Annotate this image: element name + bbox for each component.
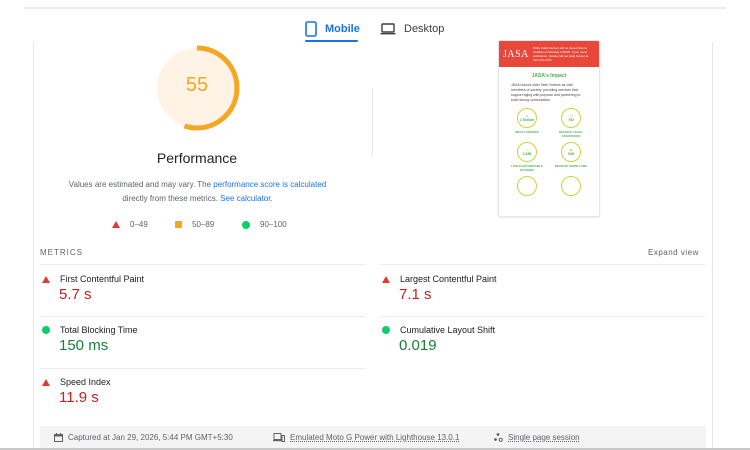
performance-score-link[interactable]: performance score is calculated xyxy=(213,180,327,189)
metric-value: 11.9 s xyxy=(59,389,99,406)
legend-item-fail: 0–49 xyxy=(112,220,148,229)
row-divider xyxy=(40,316,365,317)
metric-first-contentful-paint: First Contentful Paint 5.7 s xyxy=(40,274,360,303)
metric-name: First Contentful Paint xyxy=(60,274,145,284)
stat-label: RECEIVE LEGAL ASSISTANCE xyxy=(558,130,584,138)
stat-label: RECEIVE HOME CARE xyxy=(554,164,588,168)
row-divider xyxy=(40,264,365,265)
description-text-2: directly from these metrics. xyxy=(122,194,221,203)
person-icon: ♟ xyxy=(569,147,573,152)
metric-value: 0.019 xyxy=(399,337,437,354)
stat-label: MEALS SERVED xyxy=(515,130,539,134)
metric-value: 5.7 s xyxy=(59,286,92,303)
house-icon: ⌂ xyxy=(525,147,529,152)
session-type[interactable]: Single page session xyxy=(494,433,580,442)
stat-value: 1 Million xyxy=(520,118,534,122)
stat-item: ⚖ 792 RECEIVE LEGAL ASSISTANCE xyxy=(549,108,593,138)
tab-mobile[interactable]: Mobile xyxy=(305,14,360,44)
metric-name: Largest Contentful Paint xyxy=(400,274,497,284)
stat-label: LIVE IN AFFORDABLE HOUSING xyxy=(511,164,543,172)
meal-icon: ıı xyxy=(525,113,529,118)
legend-range: 50–89 xyxy=(192,220,215,229)
metric-name: Total Blocking Time xyxy=(60,325,138,335)
session-text: Single page session xyxy=(508,433,580,442)
green-circle-icon xyxy=(242,220,250,229)
site-logo: JASA xyxy=(503,48,529,60)
metric-cumulative-layout-shift: Cumulative Layout Shift 0.019 xyxy=(380,325,700,354)
fail-triangle-icon xyxy=(382,275,390,283)
metric-name: Speed Index xyxy=(60,377,111,387)
panel-border-right xyxy=(712,42,713,450)
site-title: JASA's Impact xyxy=(531,73,567,79)
stat-value: 792 xyxy=(568,118,574,122)
legend-item-pass: 90–100 xyxy=(242,220,287,229)
metric-speed-index: Speed Index 11.9 s xyxy=(40,377,360,406)
bottom-divider xyxy=(0,448,750,450)
score-category-title: Performance xyxy=(156,150,238,166)
stat-item xyxy=(549,176,593,196)
metric-name: Cumulative Layout Shift xyxy=(400,325,496,335)
device-text: Emulated Moto G Power with Lighthouse 13… xyxy=(290,433,460,442)
pass-circle-icon xyxy=(42,326,50,334)
captured-text: Captured at Jan 29, 2026, 5:44 PM GMT+5:… xyxy=(68,433,233,442)
calendar-icon xyxy=(54,433,63,442)
devices-icon xyxy=(273,433,285,442)
site-stats: ıı 1 Million MEALS SERVED ⚖ 792 RECEIVE LE… xyxy=(499,103,599,196)
section-divider xyxy=(372,88,373,156)
expand-view-button[interactable]: Expand view xyxy=(648,248,699,257)
score-description: Values are estimated and may vary. The p… xyxy=(50,178,345,206)
metrics-heading: METRICS xyxy=(40,248,83,257)
laptop-icon xyxy=(380,23,396,35)
site-notice: Older Adult Centers will be closed due t… xyxy=(532,46,589,62)
stat-value: 2,498 xyxy=(522,152,532,156)
session-nodes-icon xyxy=(494,433,503,442)
metric-total-blocking-time: Total Blocking Time 150 ms xyxy=(40,325,360,354)
legend-range: 90–100 xyxy=(260,220,287,229)
device-tabs: Mobile Desktop xyxy=(0,14,750,44)
metric-largest-contentful-paint: Largest Contentful Paint 7.1 s xyxy=(380,274,700,303)
captured-at: Captured at Jan 29, 2026, 5:44 PM GMT+5:… xyxy=(54,433,233,442)
fail-triangle-icon xyxy=(42,378,50,386)
pass-circle-icon xyxy=(382,326,390,334)
description-text-1: Values are estimated and may vary. The xyxy=(68,180,214,189)
emulated-device[interactable]: Emulated Moto G Power with Lighthouse 13… xyxy=(273,433,459,442)
red-triangle-icon xyxy=(112,221,120,228)
row-divider xyxy=(40,368,365,369)
site-body: JASA honors older New Yorkers as vital m… xyxy=(511,83,581,102)
run-info-footer: Captured at Jan 29, 2026, 5:44 PM GMT+5:… xyxy=(40,426,706,450)
stat-item xyxy=(505,176,549,196)
tab-mobile-label: Mobile xyxy=(325,23,360,35)
thumbnail-header: JASA Older Adult Centers will be closed … xyxy=(499,41,599,67)
orange-square-icon xyxy=(175,221,182,228)
row-divider xyxy=(380,264,705,265)
legal-icon: ⚖ xyxy=(569,113,573,118)
legend-range: 0–49 xyxy=(130,220,148,229)
tab-desktop[interactable]: Desktop xyxy=(380,14,444,44)
tab-desktop-label: Desktop xyxy=(404,23,445,35)
performance-score: 55 xyxy=(185,74,209,96)
metric-value: 150 ms xyxy=(59,337,109,354)
stat-item: ıı 1 Million MEALS SERVED xyxy=(505,108,549,138)
row-divider xyxy=(380,316,705,317)
stat-item: ⌂ 2,498 LIVE IN AFFORDABLE HOUSING xyxy=(505,142,549,172)
fail-triangle-icon xyxy=(42,275,50,283)
smartphone-icon xyxy=(305,21,317,37)
see-calculator-link[interactable]: See calculator. xyxy=(220,194,273,203)
stat-value: 548 xyxy=(568,152,574,156)
stat-item: ♟ 548 RECEIVE HOME CARE xyxy=(549,142,593,172)
page-screenshot-thumbnail: JASA Older Adult Centers will be closed … xyxy=(498,40,600,217)
legend-item-average: 50–89 xyxy=(175,220,214,229)
panel-border-left xyxy=(33,42,34,450)
top-divider xyxy=(24,7,726,9)
active-tab-indicator xyxy=(305,40,358,42)
metric-value: 7.1 s xyxy=(399,286,432,303)
score-gauge xyxy=(154,45,240,131)
